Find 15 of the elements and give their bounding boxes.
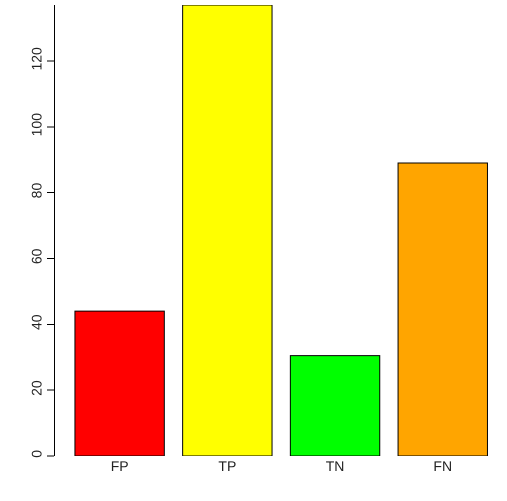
bar: [290, 355, 380, 456]
y-tick-label: 60: [28, 248, 44, 264]
x-tick-label: TP: [218, 458, 236, 474]
bar: [182, 5, 273, 456]
y-tick-label: 100: [28, 112, 44, 136]
x-tick-label: TN: [326, 458, 344, 474]
x-tick-label: FN: [433, 458, 452, 474]
y-tick-label: 0: [28, 450, 44, 458]
bar: [74, 310, 165, 456]
y-tick-label: 40: [28, 314, 44, 330]
y-tick-label: 120: [28, 46, 44, 71]
y-tick-label: 80: [28, 182, 44, 198]
bar: [398, 162, 488, 456]
x-tick-label: FP: [110, 458, 129, 474]
y-tick-label: 20: [28, 380, 44, 396]
